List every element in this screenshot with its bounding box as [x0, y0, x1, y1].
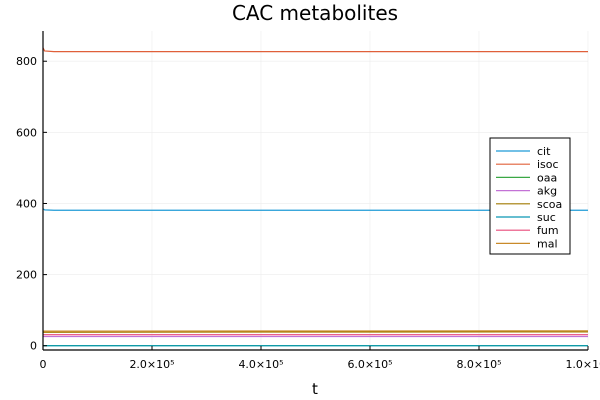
y-tick-label: 800	[16, 55, 37, 68]
ticks: 0 2.0×10⁵ 4.0×10⁵ 6.0×10⁵ 8.0×10⁵ 1.0×10⁶ 0 200…	[16, 55, 600, 371]
legend-label-akg: akg	[537, 185, 557, 198]
legend-label-oaa: oaa	[537, 171, 557, 184]
series-lines	[42, 47, 589, 347]
legend-label-fum: fum	[537, 224, 559, 237]
x-tick-label: 0	[40, 358, 47, 371]
x-tick-label: 6.0×10⁵	[347, 358, 392, 371]
legend-label-scoa: scoa	[537, 198, 562, 211]
axes	[42, 31, 588, 351]
x-tick-label: 8.0×10⁵	[456, 358, 501, 371]
series-line-cit	[42, 208, 588, 211]
y-tick-label: 600	[16, 126, 37, 139]
legend-box	[489, 137, 571, 255]
series-line-isoc	[42, 47, 588, 53]
legend-label-cit: cit	[537, 145, 551, 158]
x-axis-label: t	[312, 380, 318, 398]
x-tick-label: 4.0×10⁵	[238, 358, 283, 371]
chart-title: CAC metabolites	[232, 1, 398, 25]
y-tick-label: 0	[30, 340, 37, 353]
x-tick-label: 1.0×10⁶	[565, 358, 600, 371]
x-tick-label: 2.0×10⁵	[129, 358, 174, 371]
legend-label-isoc: isoc	[537, 158, 559, 171]
y-tick-label: 400	[16, 197, 37, 210]
legend-label-mal: mal	[537, 237, 558, 250]
legend-label-suc: suc	[537, 211, 556, 224]
y-tick-label: 200	[16, 269, 37, 282]
